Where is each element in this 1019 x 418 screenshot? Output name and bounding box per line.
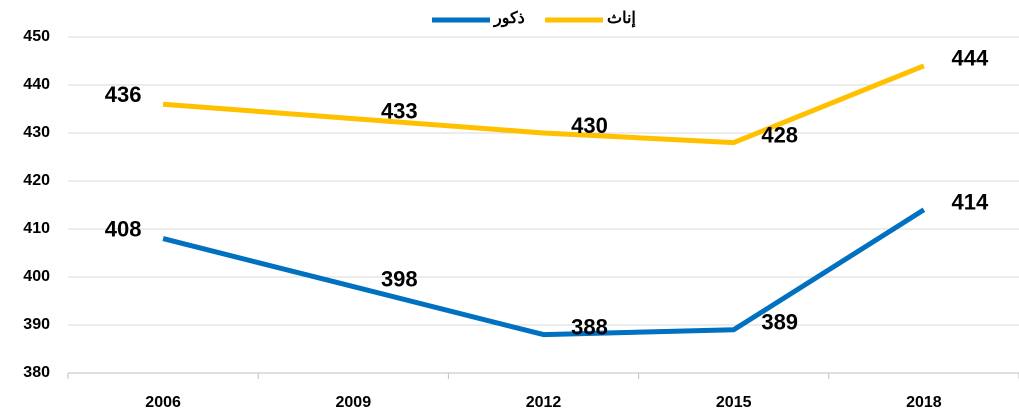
y-tick-label: 410 — [23, 220, 50, 237]
data-label: 433 — [381, 98, 418, 123]
legend-label: ذكور — [493, 10, 525, 28]
y-tick-label: 380 — [23, 364, 50, 381]
data-label: 388 — [571, 314, 608, 339]
data-label: 444 — [952, 46, 989, 71]
line — [162, 207, 926, 338]
data-label: 430 — [571, 113, 608, 138]
line — [162, 63, 925, 146]
data-label: 436 — [105, 82, 142, 107]
data-label: 398 — [381, 266, 418, 291]
legend-label: إناث — [607, 10, 636, 27]
y-tick-label: 440 — [23, 76, 50, 93]
x-tick-label: 2018 — [906, 394, 942, 411]
data-label: 408 — [105, 216, 142, 241]
y-tick-label: 450 — [23, 28, 50, 45]
y-tick-label: 420 — [23, 172, 50, 189]
x-tick-label: 2006 — [145, 394, 181, 411]
y-tick-label: 430 — [23, 124, 50, 141]
y-tick-label: 400 — [23, 268, 50, 285]
data-label: 428 — [761, 122, 798, 147]
y-tick-label: 390 — [23, 316, 50, 333]
data-label: 389 — [761, 310, 798, 335]
x-tick-label: 2015 — [716, 394, 752, 411]
data-label: 414 — [952, 190, 989, 215]
x-tick-label: 2012 — [526, 394, 562, 411]
x-tick-label: 2009 — [336, 394, 372, 411]
